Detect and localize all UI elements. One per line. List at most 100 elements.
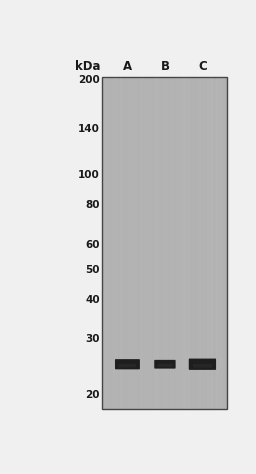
Bar <box>209 77 210 409</box>
Bar <box>182 77 184 409</box>
Bar <box>124 77 126 409</box>
Bar <box>206 77 207 409</box>
Bar <box>174 77 176 409</box>
Bar <box>187 77 188 409</box>
Bar <box>145 77 146 409</box>
Bar <box>195 77 196 409</box>
Bar <box>215 77 217 409</box>
Text: 60: 60 <box>86 240 100 250</box>
Bar <box>202 77 204 409</box>
Bar <box>115 77 116 409</box>
Bar <box>134 77 135 409</box>
Bar <box>190 77 191 409</box>
Bar <box>224 77 226 409</box>
Bar <box>116 77 118 409</box>
Bar <box>160 77 162 409</box>
Bar <box>109 77 110 409</box>
Bar <box>102 77 227 409</box>
Bar <box>217 77 218 409</box>
Bar <box>149 77 151 409</box>
Bar <box>138 77 140 409</box>
Bar <box>154 77 156 409</box>
Bar <box>135 77 137 409</box>
Bar <box>110 77 112 409</box>
Bar <box>179 77 180 409</box>
Bar <box>210 77 212 409</box>
Bar <box>198 77 199 409</box>
Bar <box>176 77 177 409</box>
Text: A: A <box>123 60 132 73</box>
FancyBboxPatch shape <box>119 364 136 367</box>
Bar <box>131 77 132 409</box>
FancyBboxPatch shape <box>157 364 172 367</box>
Bar <box>132 77 134 409</box>
Bar <box>105 77 107 409</box>
Bar <box>159 77 160 409</box>
Bar <box>123 77 124 409</box>
Bar <box>168 77 170 409</box>
Bar <box>171 77 173 409</box>
Bar <box>104 77 105 409</box>
Bar <box>163 77 165 409</box>
Text: B: B <box>161 60 169 73</box>
Bar <box>185 77 187 409</box>
Text: 80: 80 <box>86 201 100 210</box>
Bar <box>199 77 201 409</box>
Text: C: C <box>198 60 207 73</box>
Bar <box>112 77 113 409</box>
Bar <box>151 77 152 409</box>
Text: kDa: kDa <box>74 60 100 73</box>
Bar <box>166 77 168 409</box>
FancyBboxPatch shape <box>189 358 216 370</box>
Bar <box>221 77 223 409</box>
Bar <box>184 77 185 409</box>
Bar <box>146 77 148 409</box>
Bar <box>204 77 206 409</box>
FancyBboxPatch shape <box>154 360 176 369</box>
Text: 40: 40 <box>86 295 100 305</box>
Bar <box>188 77 190 409</box>
Text: 50: 50 <box>86 264 100 274</box>
Bar <box>107 77 109 409</box>
Bar <box>193 77 195 409</box>
Bar <box>170 77 171 409</box>
Bar <box>126 77 127 409</box>
Bar <box>162 77 163 409</box>
Bar <box>137 77 138 409</box>
Text: 30: 30 <box>86 334 100 344</box>
Bar <box>173 77 174 409</box>
Bar <box>152 77 154 409</box>
Bar <box>140 77 142 409</box>
Bar <box>118 77 120 409</box>
FancyBboxPatch shape <box>193 364 212 368</box>
Bar <box>156 77 157 409</box>
Bar <box>148 77 149 409</box>
Text: 200: 200 <box>78 75 100 85</box>
Bar <box>165 77 166 409</box>
FancyBboxPatch shape <box>115 359 140 369</box>
Bar <box>121 77 123 409</box>
Text: 140: 140 <box>78 124 100 134</box>
Bar <box>220 77 221 409</box>
Bar <box>196 77 198 409</box>
Text: 100: 100 <box>78 170 100 180</box>
Bar <box>207 77 209 409</box>
Bar <box>212 77 213 409</box>
Bar <box>113 77 115 409</box>
Bar <box>201 77 202 409</box>
Bar <box>223 77 224 409</box>
Bar <box>142 77 143 409</box>
Bar <box>143 77 145 409</box>
Bar <box>120 77 121 409</box>
Bar <box>129 77 131 409</box>
Bar <box>102 77 104 409</box>
Bar <box>213 77 215 409</box>
Bar <box>191 77 193 409</box>
Bar <box>127 77 129 409</box>
Bar <box>226 77 227 409</box>
Text: 20: 20 <box>86 390 100 400</box>
Bar <box>177 77 179 409</box>
Bar <box>218 77 220 409</box>
Bar <box>180 77 182 409</box>
Bar <box>157 77 159 409</box>
